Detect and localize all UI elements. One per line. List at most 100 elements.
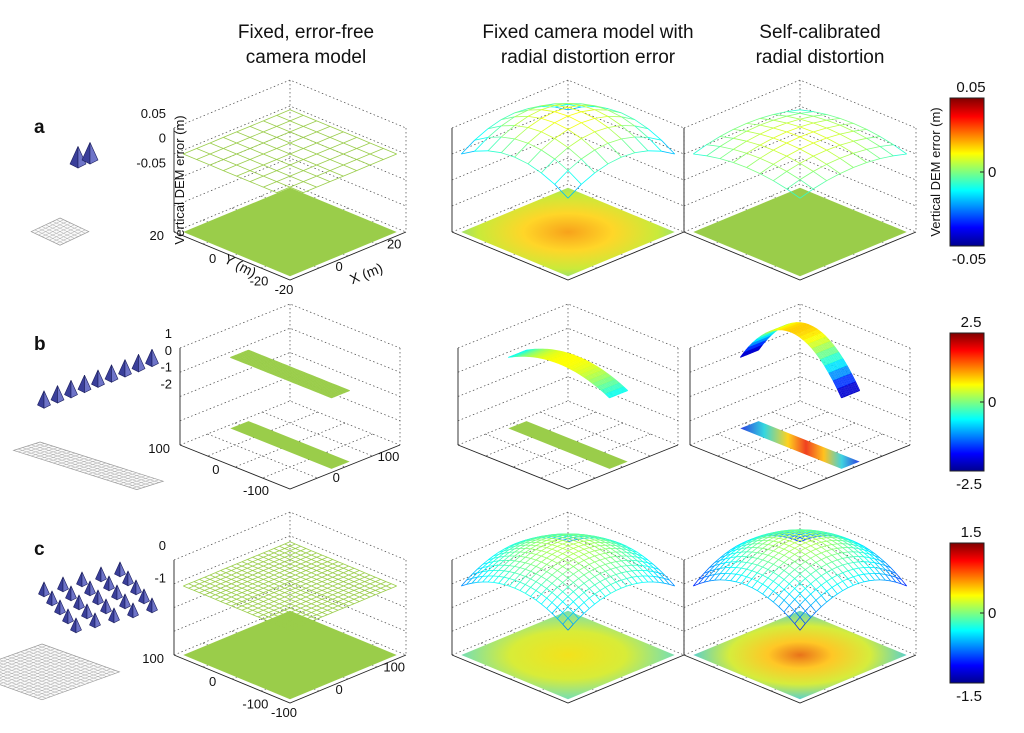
y-tick-label: 20 <box>150 228 164 243</box>
colorbar-mid-label: 0 <box>988 394 996 411</box>
y-tick-label: -20 <box>250 274 269 289</box>
y-tick-label: 100 <box>142 651 164 666</box>
x-tick-label: 100 <box>383 659 405 674</box>
camera-icon <box>92 589 104 606</box>
camera-icon <box>119 593 131 610</box>
row-label-b: b <box>34 334 46 355</box>
camera-icon <box>77 374 92 394</box>
error-mesh-surface <box>183 109 397 199</box>
column-headers: Fixed, error-free camera model Fixed camer… <box>238 22 885 68</box>
panel-a-2 <box>451 79 685 281</box>
x-tick-label: 0 <box>333 470 340 485</box>
z-tick-label: 0 <box>159 131 166 146</box>
camera-icon <box>91 369 105 388</box>
camera-icon <box>138 588 150 605</box>
y-tick-label: -100 <box>243 483 269 498</box>
column-header-1-line-2: camera model <box>246 47 366 68</box>
floor-error-map <box>693 187 907 277</box>
column-header-3-line-2: radial distortion <box>756 47 885 68</box>
camera-icon <box>54 599 66 616</box>
colorbar-a: 0.05 0 -0.05 Vertical DEM error (m) <box>928 79 996 268</box>
x-tick-label: -20 <box>275 282 294 297</box>
colorbar-title: Vertical DEM error (m) <box>928 107 943 236</box>
floor-error-map <box>461 187 675 277</box>
panel-a-3 <box>683 79 917 281</box>
colorbars: 0.05 0 -0.05 Vertical DEM error (m) 2.5 0 -2.5… <box>928 79 996 705</box>
y-tick-label: 0 <box>209 674 216 689</box>
colorbar-gradient <box>949 97 985 247</box>
x-tick-label: 0 <box>335 259 342 274</box>
floor-error-map <box>183 187 397 277</box>
x-tick-label: 100 <box>378 449 400 464</box>
z-tick-label: -2 <box>160 376 172 391</box>
camera-icon <box>64 380 78 399</box>
row-label-c: c <box>34 539 45 560</box>
camera-icon <box>131 354 146 373</box>
x-tick-label: 20 <box>387 236 401 251</box>
z-tick-label: 0 <box>159 538 166 553</box>
ground-grid-b <box>12 441 165 490</box>
camera-icon <box>57 576 69 593</box>
panel-c-2 <box>451 511 685 704</box>
panel-a-1: 0.05 0 -0.05 20 0 -20 -20 0 20 Vertical DEM error… <box>136 79 407 297</box>
z-tick-label: -1 <box>154 571 166 586</box>
colorbar-min-label: -2.5 <box>956 476 982 493</box>
camera-icon <box>84 580 96 597</box>
error-mesh-surface <box>508 348 628 399</box>
camera-icon <box>69 146 87 169</box>
camera-icon <box>108 607 120 624</box>
z-axis-label: Vertical DEM error (m) <box>172 115 187 244</box>
camera-icon <box>73 594 85 611</box>
colorbar-b: 2.5 0 -2.5 <box>949 314 996 493</box>
error-mesh-surface <box>693 109 907 199</box>
error-mesh-surface <box>230 349 350 399</box>
x-tick-label: -100 <box>271 705 297 720</box>
camera-icon <box>146 597 158 614</box>
camera-icon <box>95 566 107 583</box>
camera-icon <box>76 571 88 588</box>
error-mesh-surface <box>461 103 675 199</box>
camera-icon <box>127 602 139 619</box>
colorbar-min-label: -0.05 <box>952 251 986 268</box>
error-mesh-surface <box>739 322 861 399</box>
colorbar-max-label: 2.5 <box>961 314 982 331</box>
y-tick-label: 0 <box>209 251 216 266</box>
error-mesh-surface <box>461 533 675 631</box>
x-tick-label: 0 <box>335 682 342 697</box>
camera-icon <box>37 390 51 409</box>
z-tick-label: -0.05 <box>136 155 166 170</box>
camera-icon <box>130 579 142 596</box>
y-tick-label: -100 <box>242 697 268 712</box>
error-mesh-surface <box>183 541 397 631</box>
column-header-3-line-1: Self-calibrated <box>759 22 880 43</box>
colorbar-gradient <box>949 542 985 684</box>
camera-icon <box>50 385 65 404</box>
error-mesh-surface <box>692 529 908 631</box>
camera-icon <box>104 364 119 383</box>
row-label-a: a <box>34 117 45 138</box>
panel-c-3 <box>683 511 917 704</box>
floor-error-map <box>461 610 675 700</box>
camera-icon <box>89 612 101 629</box>
camera-icon <box>111 584 123 601</box>
camera-icon <box>81 142 99 165</box>
camera-icon <box>62 608 74 625</box>
ground-grid-c <box>0 643 121 701</box>
floor-error-map <box>508 421 628 469</box>
floor-error-map <box>183 610 397 700</box>
row-labels: a b c <box>34 117 46 560</box>
column-header-1-line-1: Fixed, error-free <box>238 22 374 43</box>
camera-icon <box>65 585 77 602</box>
floor-error-map <box>693 610 907 700</box>
floor-error-map <box>230 421 350 469</box>
camera-icon <box>70 617 82 634</box>
camera-icon <box>81 603 93 620</box>
panel-b-2 <box>457 303 679 490</box>
camera-icon <box>38 581 50 598</box>
z-tick-label: -1 <box>160 360 172 375</box>
z-tick-label: 0.05 <box>141 106 166 121</box>
y-tick-label: 100 <box>148 441 170 456</box>
z-tick-label: 0 <box>165 343 172 358</box>
